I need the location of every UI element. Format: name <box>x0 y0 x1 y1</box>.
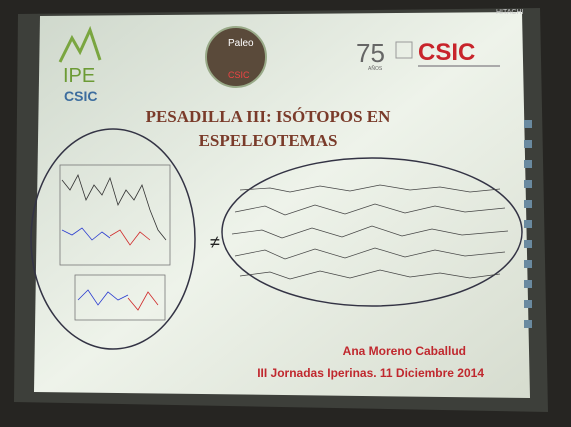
csic-logo: CSIC <box>418 39 475 66</box>
title-line-1: PESADILLA III: ISÓTOPOS EN <box>146 107 392 126</box>
not-equal: ≠ <box>210 232 220 252</box>
paleo-csic: CSIC <box>228 70 250 80</box>
ipe-csic: CSIC <box>64 88 97 104</box>
title-line-2: ESPELEOTEMAS <box>199 131 338 150</box>
photo: HITACHI IPE CSIC Paleo CSIC 75 AÑOS CSIC… <box>0 0 571 427</box>
ipe-logo: IPE <box>63 65 95 87</box>
anniversary-unit: AÑOS <box>368 65 383 72</box>
paleo-text: Paleo <box>228 38 254 49</box>
brand: HITACHI <box>496 9 524 16</box>
anniversary: 75 <box>356 38 385 68</box>
author: Ana Moreno Caballud <box>343 344 466 358</box>
event: III Jornadas Iperinas. 11 Diciembre 2014 <box>257 366 484 380</box>
screen <box>34 12 530 398</box>
